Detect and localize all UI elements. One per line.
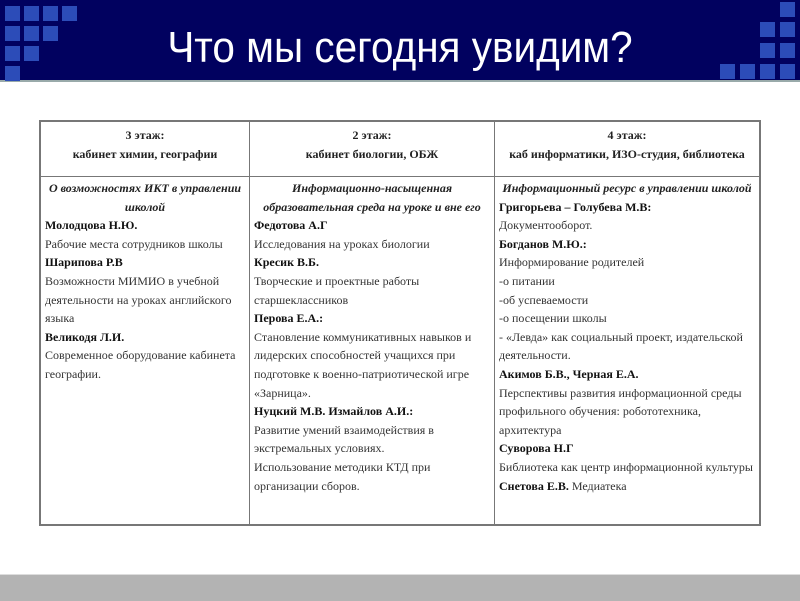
floor-label: 3 этаж: [125, 128, 165, 142]
decorative-square [760, 43, 775, 58]
presentation-description: Библиотека как центр информационной куль… [499, 459, 753, 474]
decorative-square [24, 46, 39, 61]
decorative-square [5, 66, 20, 81]
decorative-square [5, 6, 20, 21]
floor-label: 4 этаж: [607, 128, 647, 142]
decorative-square [720, 64, 735, 79]
table-row: О возможностях ИКТ в управлении школой Мо… [39, 176, 761, 526]
topic-heading: О возможностях ИКТ в управлении школой [48, 181, 242, 214]
presenter-name: Богданов М.Ю.: [499, 236, 587, 251]
decorative-square [43, 6, 58, 21]
presenter-name: Шарипова Р.В [45, 255, 123, 270]
decorative-square [760, 22, 775, 37]
presentation-description: Развитие умений взаимодействия в экстрем… [254, 422, 434, 493]
topic-heading: Информационно-насыщенная образовательная… [263, 181, 481, 214]
presenter-name: Суворова Н.Г [499, 441, 574, 456]
presentation-description: Современное оборудование кабинета геогра… [45, 348, 236, 381]
presenter-name: Григорьева – Голубева М.В: [499, 199, 652, 214]
decorative-square [5, 26, 20, 41]
presenter-name: Кресик В.Б. [254, 255, 319, 270]
presentation-description: Информирование родителей -о питании -об … [499, 255, 743, 363]
decorative-square [43, 26, 58, 41]
presenter-name: Акимов Б.В., Черная Е.А. [499, 366, 639, 381]
footer-bar [0, 574, 800, 601]
rooms-label: каб информатики, ИЗО-студия, библиотека [509, 146, 745, 161]
title-banner: Что мы сегодня увидим? [0, 0, 800, 82]
presentation-description: Перспективы развития информационной сред… [499, 385, 742, 437]
presentation-description: Исследования на уроках биологии [254, 236, 430, 251]
decorative-square [24, 6, 39, 21]
decorative-square [780, 22, 795, 37]
presentation-description: Рабочие места сотрудников школы [45, 236, 223, 251]
presentation-description: Возможности МИМИО в учебной деятельности… [45, 273, 232, 326]
presenter-name: Молодцова Н.Ю. [45, 218, 138, 233]
content-cell: Информационно-насыщенная образовательная… [249, 176, 495, 526]
presenter-name: Федотова А.Г [254, 218, 328, 233]
presentation-description: Медиатека [571, 478, 627, 493]
presentation-description: Документооборот. [499, 218, 593, 233]
content-cell: Информационный ресурс в управлении школо… [494, 176, 761, 526]
rooms-label: кабинет биологии, ОБЖ [305, 146, 439, 161]
slide-title: Что мы сегодня увидим? [167, 23, 633, 72]
floor-label: 2 этаж: [352, 128, 392, 142]
header-cell-floor-2: 2 этаж: кабинет биологии, ОБЖ [249, 120, 495, 177]
decorative-square [740, 64, 755, 79]
decorative-square [24, 26, 39, 41]
decorative-square [760, 64, 775, 79]
decorative-square [780, 2, 795, 17]
presenter-name: Великодя Л.И. [45, 329, 125, 344]
content-cell: О возможностях ИКТ в управлении школой Мо… [39, 176, 250, 526]
presentation-description: Творческие и проектные работы старшеклас… [254, 273, 420, 307]
presentation-description: Становление коммуникативных навыков и ли… [254, 329, 472, 400]
header-cell-floor-3: 3 этаж: кабинет химии, географии [39, 120, 250, 177]
presenter-name: Перова Е.А.: [254, 311, 324, 326]
presenter-name: Нуцкий М.В. Измайлов А.И.: [254, 404, 414, 419]
header-cell-floor-4: 4 этаж: каб информатики, ИЗО-студия, библ… [494, 120, 761, 177]
schedule-table: 3 этаж: кабинет химии, географии 2 этаж: к… [39, 120, 761, 526]
presenter-name: Снетова Е.В. [499, 478, 569, 493]
rooms-label: кабинет химии, географии [72, 146, 218, 161]
decorative-square [62, 6, 77, 21]
decorative-square [780, 43, 795, 58]
decorative-square [5, 46, 20, 61]
topic-heading: Информационный ресурс в управлении школо… [502, 181, 752, 195]
decorative-square [780, 64, 795, 79]
